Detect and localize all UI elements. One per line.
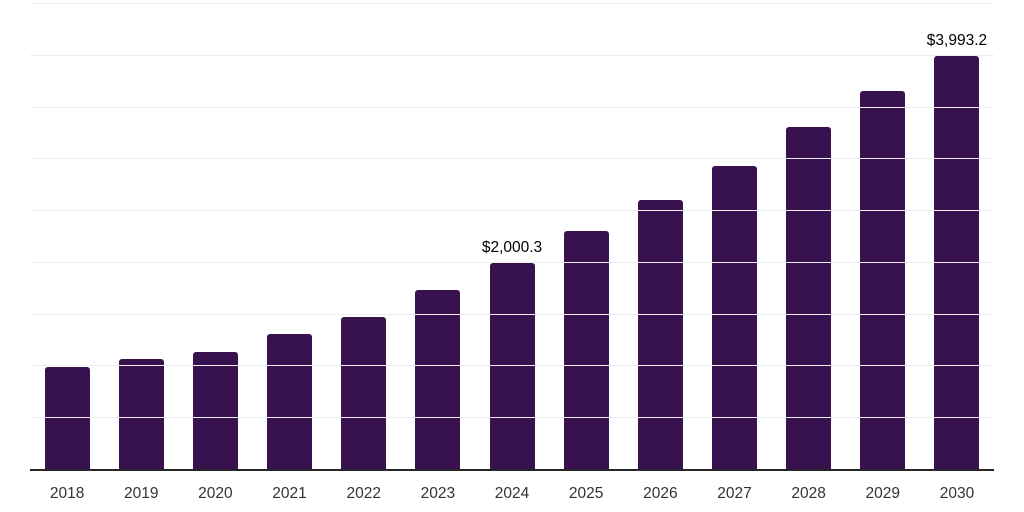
x-tick-2024: 2024 — [494, 485, 530, 502]
bar-slot — [104, 4, 178, 470]
bar-slot — [549, 4, 623, 470]
bar-slot — [401, 4, 475, 470]
bar-2019 — [118, 359, 164, 470]
gridline — [30, 417, 994, 419]
bar-slot — [772, 4, 846, 470]
bar-slot — [252, 4, 326, 470]
bars-row: $2,000.3 $3,993.2 — [30, 4, 994, 470]
bar-slot — [623, 4, 697, 470]
bar-slot — [697, 4, 771, 470]
bar-2021 — [267, 334, 313, 470]
x-tick-2020: 2020 — [198, 485, 233, 502]
gridline — [30, 54, 994, 56]
bar-slot: $2,000.3 — [475, 4, 549, 470]
bar-slot — [178, 4, 252, 470]
bar-2029 — [860, 91, 906, 470]
bar-2018 — [44, 367, 90, 470]
x-tick-2023: 2023 — [420, 485, 456, 502]
x-tick-2030: 2030 — [939, 485, 975, 502]
plot-area: $2,000.3 $3,993.2 — [30, 3, 994, 470]
bar-slot — [846, 4, 920, 470]
gridline — [30, 106, 994, 108]
bar-2030 — [934, 56, 980, 470]
bar-value-label-2030: $3,993.2 — [926, 32, 988, 50]
gridline — [30, 313, 994, 315]
x-tick-2021: 2021 — [272, 485, 307, 502]
bar-slot — [30, 4, 104, 470]
bar-2020 — [192, 351, 238, 470]
x-tick-2018: 2018 — [49, 485, 85, 502]
bar-2025 — [563, 230, 609, 470]
gridline — [30, 261, 994, 263]
bar-2028 — [786, 127, 832, 470]
bar-slot — [327, 4, 401, 470]
gridline — [30, 210, 994, 212]
x-tick-2028: 2028 — [791, 485, 826, 502]
gridline — [30, 365, 994, 367]
x-tick-2029: 2029 — [865, 485, 901, 502]
bar-2027 — [711, 165, 757, 470]
bar-2023 — [415, 289, 461, 470]
bar-2026 — [637, 199, 683, 470]
x-axis-line — [30, 469, 994, 471]
gridline — [30, 158, 994, 160]
bar-2022 — [341, 316, 387, 470]
gridline — [30, 3, 994, 4]
bar-slot: $3,993.2 — [920, 4, 994, 470]
x-tick-2022: 2022 — [346, 485, 381, 502]
x-tick-2027: 2027 — [717, 485, 752, 502]
x-tick-2025: 2025 — [568, 485, 604, 502]
x-tick-2026: 2026 — [643, 485, 678, 502]
bar-value-label-2024: $2,000.3 — [481, 238, 543, 256]
x-axis-tick-row: 2018 2019 2020 2021 2022 2023 2024 2025 2026 2027… — [30, 485, 994, 503]
x-tick-2019: 2019 — [123, 485, 159, 502]
